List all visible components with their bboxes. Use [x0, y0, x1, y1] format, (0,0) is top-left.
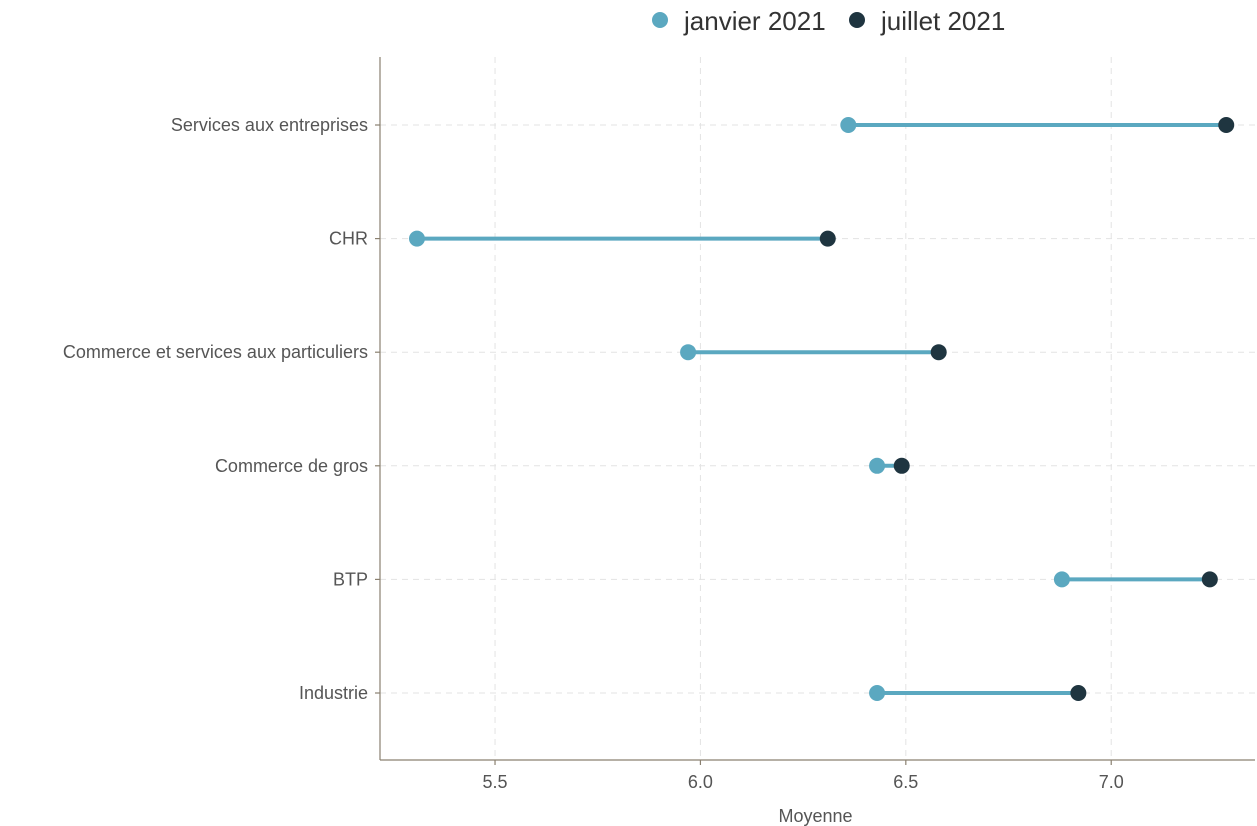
point-series1-3: [893, 457, 910, 474]
points: [408, 117, 1235, 701]
x-tick-label: 6.0: [688, 772, 713, 792]
category-label: CHR: [329, 229, 368, 249]
point-series1-5: [1070, 685, 1087, 701]
category-label: BTP: [333, 569, 368, 589]
point-series0-3: [869, 457, 886, 474]
category-label: Services aux entreprises: [171, 115, 368, 135]
legend-marker-1: [849, 12, 865, 28]
grid-lines: [380, 57, 1255, 760]
point-series0-5: [869, 685, 886, 701]
x-axis-title: Moyenne: [778, 806, 852, 826]
category-label: Commerce et services aux particuliers: [63, 342, 368, 362]
x-tick-label: 7.0: [1099, 772, 1124, 792]
category-label: Commerce de gros: [215, 456, 368, 476]
point-series0-1: [408, 230, 425, 247]
x-tick-label: 6.5: [893, 772, 918, 792]
legend: janvier 2021 juillet 2021: [652, 6, 1005, 36]
point-series1-1: [819, 230, 836, 247]
point-series1-0: [1218, 117, 1235, 133]
segments: [416, 123, 1227, 695]
labels: 5.5 6.0 6.5 7.0 Services aux entreprises CHR C…: [63, 115, 1124, 826]
legend-marker-0: [652, 12, 668, 28]
point-series0-2: [680, 344, 697, 361]
category-label: Industrie: [299, 683, 368, 703]
legend-label-0: janvier 2021: [683, 6, 826, 36]
point-series1-4: [1201, 571, 1218, 588]
point-series0-4: [1053, 571, 1070, 588]
legend-label-1: juillet 2021: [880, 6, 1005, 36]
axes: [375, 57, 1255, 765]
point-series1-2: [930, 344, 947, 361]
x-tick-label: 5.5: [483, 772, 508, 792]
point-series0-0: [840, 117, 857, 133]
